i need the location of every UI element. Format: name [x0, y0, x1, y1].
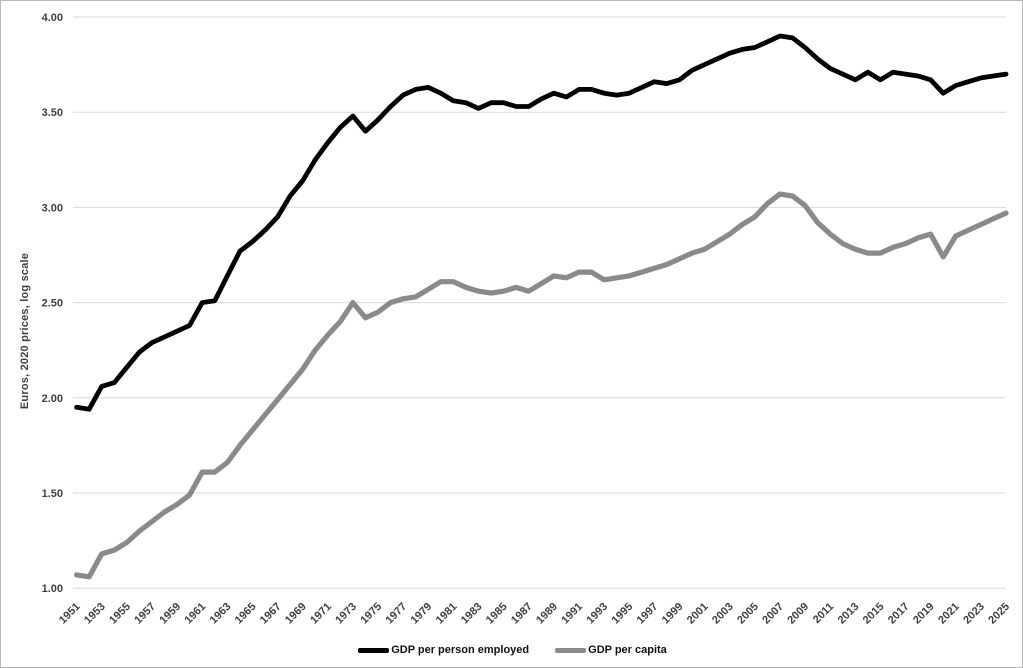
x-tick-label: 1979 [409, 601, 435, 627]
x-tick-label: 2007 [760, 601, 786, 627]
x-tick-label: 1959 [157, 601, 183, 627]
x-tick-label: 1969 [283, 601, 309, 627]
x-tick-label: 2017 [886, 601, 912, 627]
x-tick-label: 2011 [811, 601, 836, 626]
x-tick-label: 1975 [358, 601, 384, 627]
y-tick-label: 2.00 [42, 393, 63, 405]
series-line-gdp-per-person-employed [74, 33, 1009, 412]
y-tick-label: 3.00 [42, 202, 63, 214]
y-tick-label: 3.50 [42, 107, 63, 119]
y-tick-label: 1.50 [42, 488, 63, 500]
x-tick-label: 2023 [961, 601, 987, 627]
x-tick-label: 1981 [434, 601, 460, 627]
x-tick-label: 2019 [911, 601, 937, 627]
x-tick-label: 1999 [660, 601, 686, 627]
y-axis-title: Euros, 2020 prices, log scale [19, 252, 31, 410]
x-tick-label: 2021 [936, 601, 962, 627]
x-tick-label: 1953 [82, 601, 108, 627]
x-tick-label: 1963 [208, 601, 234, 627]
x-tick-label: 1951 [57, 601, 83, 627]
x-tick-label: 2015 [861, 601, 887, 627]
y-tick-label: 1.00 [42, 583, 63, 595]
x-tick-label: 1965 [233, 601, 259, 627]
x-tick-label: 1957 [132, 601, 158, 627]
x-tick-label: 1995 [610, 601, 636, 627]
x-tick-label: 1991 [559, 601, 585, 627]
x-tick-label: 1967 [258, 601, 284, 627]
legend-item-gdp-per-capita: GDP per capita [555, 644, 667, 656]
legend-line-sample-gray [555, 647, 587, 653]
x-tick-label: 1989 [534, 601, 560, 627]
gridlines [73, 16, 1006, 589]
chart-legend: GDP per person employed GDP per capita [1, 638, 1022, 662]
x-axis-tick-labels: 1951 1953 1955 1957 1959 1961 1963 1965 1967 1969… [57, 601, 1012, 627]
x-tick-label: 1993 [584, 601, 610, 627]
x-tick-label: 1961 [183, 601, 209, 627]
x-tick-label: 1977 [383, 601, 409, 627]
y-tick-label: 4.00 [42, 12, 63, 24]
x-tick-label: 2009 [785, 601, 811, 627]
x-tick-label: 2005 [735, 601, 761, 627]
x-tick-label: 1973 [333, 601, 359, 627]
legend-label: GDP per person employed [391, 644, 530, 656]
x-tick-label: 2003 [710, 601, 736, 627]
x-tick-label: 2025 [986, 601, 1012, 627]
x-tick-label: 2001 [685, 601, 711, 627]
x-tick-label: 1971 [308, 601, 334, 627]
x-tick-label: 1997 [635, 601, 661, 627]
x-tick-label: 1983 [459, 601, 485, 627]
series-line-gdp-per-capita [73, 191, 1009, 580]
x-tick-label: 1987 [509, 601, 535, 627]
x-tick-label: 1985 [484, 601, 510, 627]
legend-label: GDP per capita [588, 644, 667, 656]
legend-line-sample-black [358, 647, 390, 653]
x-tick-label: 1955 [107, 601, 133, 627]
y-axis-tick-labels: 4.00 3.50 3.00 2.50 2.00 1.50 1.00 [42, 12, 63, 595]
y-tick-label: 2.50 [42, 298, 63, 310]
x-tick-label: 2013 [836, 601, 862, 627]
legend-item-gdp-per-person-employed: GDP per person employed [358, 644, 529, 656]
